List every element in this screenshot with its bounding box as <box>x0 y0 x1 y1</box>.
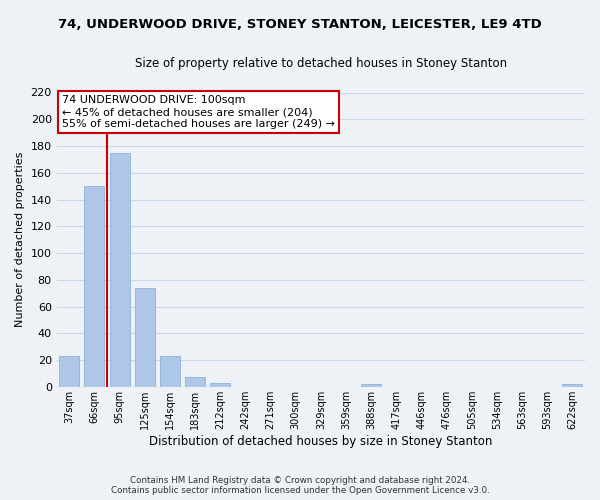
Bar <box>85 186 104 387</box>
Bar <box>185 378 205 387</box>
Bar <box>134 288 155 387</box>
Bar <box>361 384 381 387</box>
Bar <box>59 356 79 387</box>
Text: Contains HM Land Registry data © Crown copyright and database right 2024.
Contai: Contains HM Land Registry data © Crown c… <box>110 476 490 495</box>
Bar <box>160 356 180 387</box>
Bar <box>110 152 130 387</box>
Text: 74 UNDERWOOD DRIVE: 100sqm
← 45% of detached houses are smaller (204)
55% of sem: 74 UNDERWOOD DRIVE: 100sqm ← 45% of deta… <box>62 96 335 128</box>
Title: Size of property relative to detached houses in Stoney Stanton: Size of property relative to detached ho… <box>135 58 507 70</box>
Bar <box>210 383 230 387</box>
X-axis label: Distribution of detached houses by size in Stoney Stanton: Distribution of detached houses by size … <box>149 434 493 448</box>
Bar <box>562 384 583 387</box>
Text: 74, UNDERWOOD DRIVE, STONEY STANTON, LEICESTER, LE9 4TD: 74, UNDERWOOD DRIVE, STONEY STANTON, LEI… <box>58 18 542 30</box>
Y-axis label: Number of detached properties: Number of detached properties <box>15 152 25 328</box>
